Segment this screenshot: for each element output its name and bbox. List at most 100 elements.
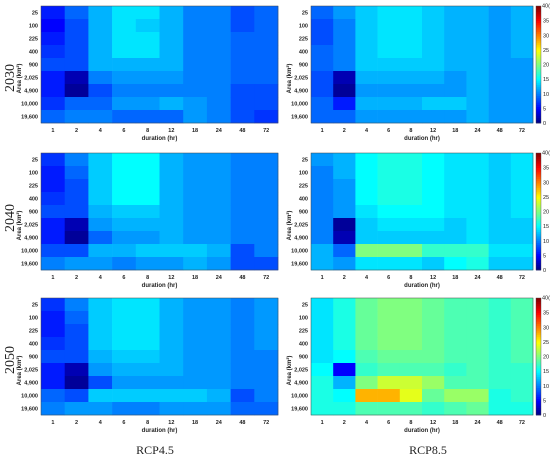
colorbar-segment xyxy=(536,229,541,233)
colorbar-segment xyxy=(536,407,541,410)
colorbar-segment xyxy=(536,398,541,401)
colorbar-segment xyxy=(536,22,541,25)
heatmap-cell xyxy=(444,350,467,364)
heatmap-cell xyxy=(183,45,208,59)
heatmap-cell xyxy=(377,97,401,111)
heatmap-cell xyxy=(183,231,208,245)
heatmap-cell xyxy=(135,350,160,364)
heatmap-cell xyxy=(422,32,445,46)
colorbar-tick-label: 20 xyxy=(543,63,549,69)
heatmap-cell xyxy=(230,192,255,206)
heatmap-cell xyxy=(488,110,512,124)
heatmap-cell xyxy=(64,298,89,312)
colorbar-segment xyxy=(536,46,541,49)
heatmap-cell xyxy=(135,218,160,232)
colorbar-segment xyxy=(536,308,541,312)
heatmap-cell xyxy=(311,376,334,390)
heatmap-cell xyxy=(230,350,255,364)
heatmap-cell xyxy=(254,244,279,258)
heatmap-cell xyxy=(333,205,356,219)
heatmap-cell xyxy=(41,376,65,390)
heatmap-cell xyxy=(254,218,279,232)
heatmap-cell xyxy=(311,337,334,351)
heatmap-cell xyxy=(466,192,489,206)
heatmap-cell xyxy=(41,363,65,377)
colorbar-segment xyxy=(536,310,541,314)
y-tick-label: 225 xyxy=(29,37,38,43)
heatmap-cell xyxy=(41,324,65,338)
heatmap-cell xyxy=(112,179,137,193)
heatmap-cell xyxy=(135,97,160,111)
colorbar-segment xyxy=(536,248,541,251)
x-tick-label: 18 xyxy=(192,275,198,281)
heatmap-cell xyxy=(230,71,255,85)
heatmap-cell xyxy=(377,376,401,390)
heatmap-cell xyxy=(333,19,356,33)
heatmap-cell xyxy=(88,6,113,20)
x-tick-label: 4 xyxy=(99,420,103,426)
colorbar-segment xyxy=(536,62,541,65)
heatmap-cell xyxy=(254,6,279,20)
heatmap-cell xyxy=(206,19,231,33)
colorbar-segment xyxy=(536,319,541,323)
heatmap-cell xyxy=(88,298,113,312)
heatmap-cell xyxy=(183,84,208,98)
x-tick-label: 72 xyxy=(263,275,269,281)
heatmap-cell xyxy=(355,84,378,98)
heatmap-cell xyxy=(377,45,401,59)
heatmap-cell xyxy=(333,153,356,167)
heatmap-cell xyxy=(510,84,534,98)
colorbar-segment xyxy=(536,394,541,398)
colorbar-segment xyxy=(536,44,541,47)
heatmap-cell xyxy=(422,337,445,351)
heatmap-cell xyxy=(230,6,255,20)
y-tick-label: 2,025 xyxy=(24,368,38,374)
heatmap-cell xyxy=(488,205,512,219)
colorbar-segment xyxy=(536,372,541,376)
heatmap-cell xyxy=(399,19,423,33)
heatmap-cell xyxy=(230,257,255,271)
heatmap-cell xyxy=(64,311,89,325)
colorbar-segment xyxy=(536,352,541,356)
colorbar-segment xyxy=(536,55,541,58)
heatmap-cell xyxy=(183,58,208,72)
heatmap-cell xyxy=(88,58,113,72)
heatmap-cell xyxy=(159,311,184,325)
x-tick-label: 2 xyxy=(75,420,78,426)
heatmap-cell xyxy=(230,337,255,351)
heatmap-cell xyxy=(206,257,231,271)
heatmap-cell xyxy=(510,298,534,312)
heatmap-cell xyxy=(206,45,231,59)
heatmap-cell xyxy=(206,32,231,46)
heatmap-cell xyxy=(333,58,356,72)
heatmap-cell xyxy=(510,32,534,46)
heatmap-cell xyxy=(422,110,445,124)
heatmap-cell xyxy=(355,19,378,33)
heatmap-cell xyxy=(510,324,534,338)
colorbar-segment xyxy=(536,153,541,156)
heatmap-cell xyxy=(399,324,423,338)
heatmap-cell xyxy=(355,166,378,180)
heatmap-cell xyxy=(64,97,89,111)
heatmap-cell xyxy=(159,19,184,33)
heatmap-cell xyxy=(333,166,356,180)
heatmap-cell xyxy=(333,84,356,98)
heatmap-cell xyxy=(88,71,113,85)
heatmap-cell xyxy=(377,110,401,124)
heatmap-cell xyxy=(41,231,65,245)
heatmap-cell xyxy=(135,110,160,124)
heatmap-cell xyxy=(311,6,334,20)
heatmap-cell xyxy=(510,389,534,403)
heatmap-cell xyxy=(112,19,137,33)
colorbar-segment xyxy=(536,332,541,335)
heatmap-cell xyxy=(88,218,113,232)
heatmap-cell xyxy=(254,363,279,377)
heatmap-cell xyxy=(41,166,65,180)
heatmap-cell xyxy=(444,205,467,219)
y-axis-label: Area (km²) xyxy=(16,356,23,386)
heatmap-cell xyxy=(135,324,160,338)
y-tick-label: 25 xyxy=(32,303,38,309)
heatmap-cell xyxy=(112,389,137,403)
colorbar-segment xyxy=(536,13,541,16)
